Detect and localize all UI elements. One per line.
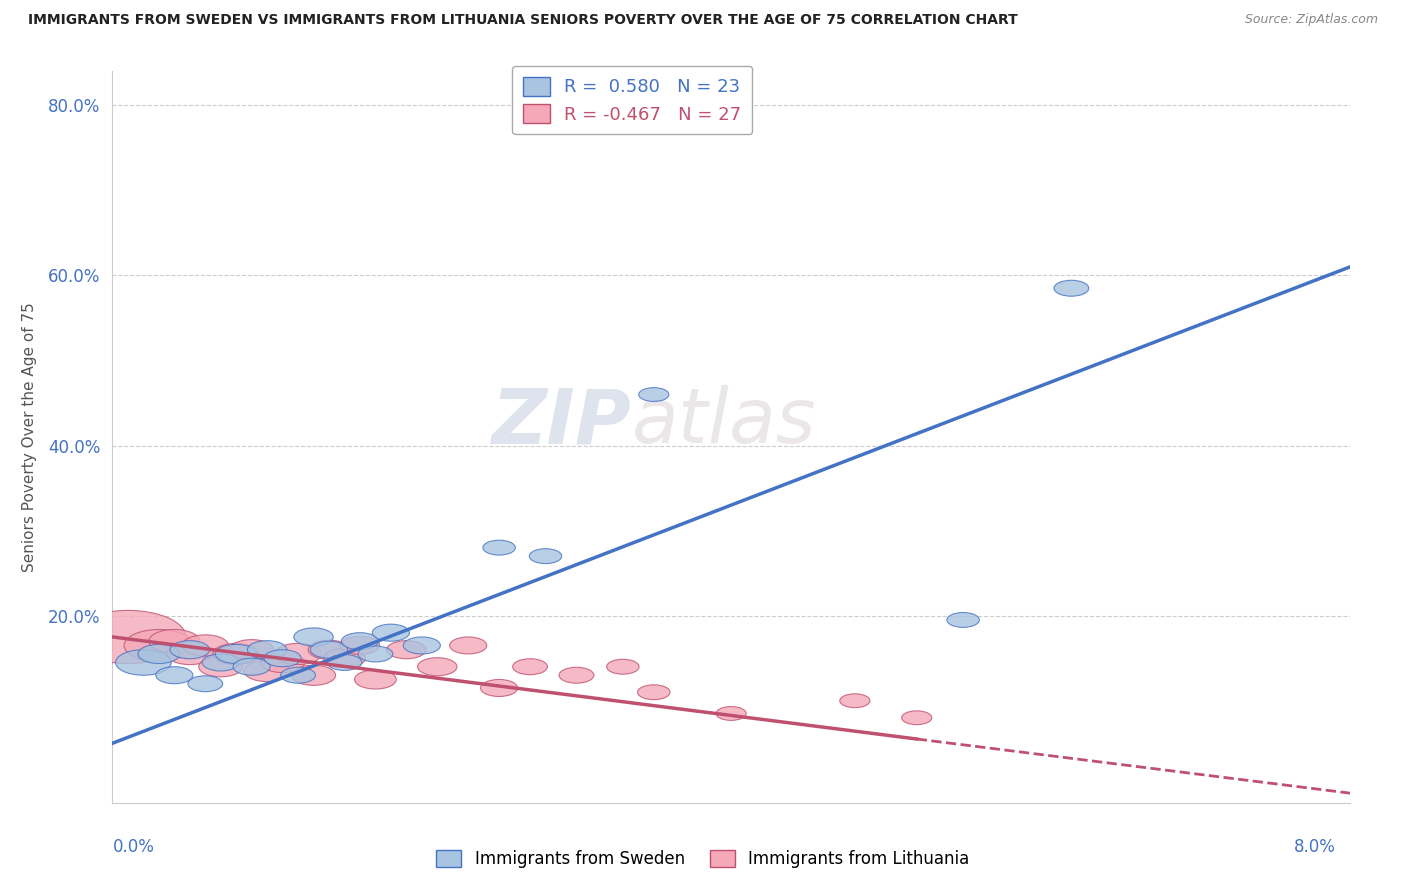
Ellipse shape [716,706,747,721]
Ellipse shape [183,635,229,657]
Ellipse shape [373,624,409,641]
Ellipse shape [450,637,486,654]
Text: IMMIGRANTS FROM SWEDEN VS IMMIGRANTS FROM LITHUANIA SENIORS POVERTY OVER THE AGE: IMMIGRANTS FROM SWEDEN VS IMMIGRANTS FRO… [28,13,1018,28]
Ellipse shape [946,613,980,627]
Ellipse shape [138,644,180,664]
Y-axis label: Seniors Poverty Over the Age of 75: Seniors Poverty Over the Age of 75 [22,302,37,572]
Ellipse shape [637,685,671,699]
Ellipse shape [281,667,315,683]
Ellipse shape [202,654,239,671]
Ellipse shape [260,652,305,673]
Ellipse shape [156,666,193,684]
Ellipse shape [418,657,457,676]
Ellipse shape [387,640,426,659]
Ellipse shape [198,657,243,677]
Ellipse shape [229,640,274,660]
Ellipse shape [215,644,257,664]
Ellipse shape [839,694,870,707]
Legend: Immigrants from Sweden, Immigrants from Lithuania: Immigrants from Sweden, Immigrants from … [430,843,976,875]
Ellipse shape [124,630,194,661]
Ellipse shape [245,660,291,681]
Ellipse shape [606,659,640,674]
Ellipse shape [166,643,214,665]
Ellipse shape [188,676,222,691]
Ellipse shape [513,659,547,674]
Ellipse shape [291,665,336,685]
Ellipse shape [482,541,516,555]
Ellipse shape [311,641,347,658]
Ellipse shape [328,655,361,671]
Ellipse shape [901,711,932,724]
Text: Source: ZipAtlas.com: Source: ZipAtlas.com [1244,13,1378,27]
Ellipse shape [264,649,301,666]
Ellipse shape [354,670,396,689]
Ellipse shape [323,648,366,668]
Ellipse shape [276,643,321,665]
Ellipse shape [481,680,517,697]
Ellipse shape [308,640,350,659]
Ellipse shape [560,667,593,683]
Text: atlas: atlas [633,385,817,459]
Ellipse shape [294,628,333,646]
Text: 0.0%: 0.0% [112,838,155,856]
Text: 8.0%: 8.0% [1294,838,1336,856]
Ellipse shape [115,649,172,675]
Legend: R =  0.580   N = 23, R = -0.467   N = 27: R = 0.580 N = 23, R = -0.467 N = 27 [512,66,752,135]
Ellipse shape [149,630,200,653]
Ellipse shape [1054,280,1088,296]
Ellipse shape [404,637,440,654]
Ellipse shape [638,388,669,401]
Ellipse shape [529,549,562,564]
Ellipse shape [247,640,287,659]
Ellipse shape [359,646,392,662]
Ellipse shape [340,636,380,655]
Ellipse shape [70,610,186,664]
Ellipse shape [214,643,260,665]
Ellipse shape [233,658,270,675]
Ellipse shape [342,632,378,649]
Ellipse shape [170,640,209,659]
Text: ZIP: ZIP [492,385,633,459]
